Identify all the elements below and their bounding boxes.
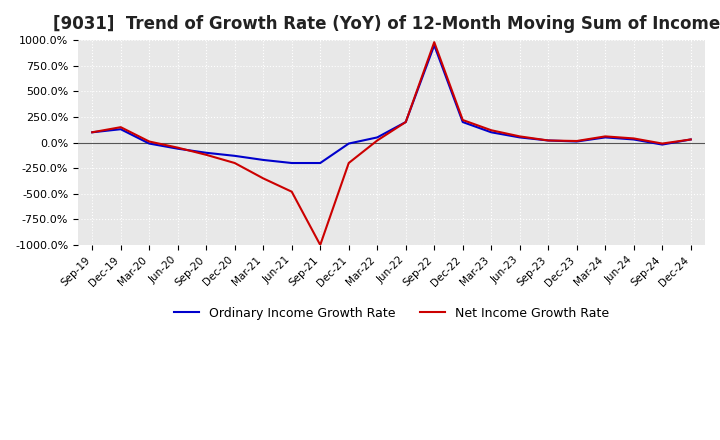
Net Income Growth Rate xyxy=(316,242,325,248)
Ordinary Income Growth Rate xyxy=(259,158,268,163)
Ordinary Income Growth Rate xyxy=(402,119,410,125)
Ordinary Income Growth Rate xyxy=(430,43,438,48)
Ordinary Income Growth Rate xyxy=(658,142,667,147)
Net Income Growth Rate xyxy=(344,160,353,165)
Net Income Growth Rate xyxy=(402,119,410,125)
Net Income Growth Rate xyxy=(658,141,667,146)
Ordinary Income Growth Rate xyxy=(544,138,552,143)
Ordinary Income Growth Rate xyxy=(487,130,495,135)
Line: Net Income Growth Rate: Net Income Growth Rate xyxy=(92,42,690,245)
Ordinary Income Growth Rate xyxy=(202,150,210,155)
Net Income Growth Rate xyxy=(601,134,610,139)
Line: Ordinary Income Growth Rate: Ordinary Income Growth Rate xyxy=(92,45,690,163)
Ordinary Income Growth Rate xyxy=(174,146,182,151)
Ordinary Income Growth Rate xyxy=(287,160,296,165)
Net Income Growth Rate xyxy=(430,40,438,45)
Net Income Growth Rate xyxy=(117,125,125,130)
Ordinary Income Growth Rate xyxy=(601,135,610,140)
Ordinary Income Growth Rate xyxy=(230,153,239,158)
Ordinary Income Growth Rate xyxy=(373,135,382,140)
Net Income Growth Rate xyxy=(174,145,182,150)
Legend: Ordinary Income Growth Rate, Net Income Growth Rate: Ordinary Income Growth Rate, Net Income … xyxy=(168,302,614,325)
Net Income Growth Rate xyxy=(572,138,581,143)
Ordinary Income Growth Rate xyxy=(572,139,581,144)
Ordinary Income Growth Rate xyxy=(459,119,467,125)
Ordinary Income Growth Rate xyxy=(344,141,353,146)
Ordinary Income Growth Rate xyxy=(686,137,695,142)
Net Income Growth Rate xyxy=(459,117,467,123)
Net Income Growth Rate xyxy=(544,138,552,143)
Ordinary Income Growth Rate xyxy=(516,135,524,140)
Net Income Growth Rate xyxy=(487,128,495,133)
Net Income Growth Rate xyxy=(373,138,382,143)
Net Income Growth Rate xyxy=(202,152,210,158)
Title: [9031]  Trend of Growth Rate (YoY) of 12-Month Moving Sum of Incomes: [9031] Trend of Growth Rate (YoY) of 12-… xyxy=(53,15,720,33)
Net Income Growth Rate xyxy=(516,134,524,139)
Net Income Growth Rate xyxy=(287,189,296,194)
Ordinary Income Growth Rate xyxy=(316,160,325,165)
Net Income Growth Rate xyxy=(686,137,695,142)
Net Income Growth Rate xyxy=(230,160,239,165)
Net Income Growth Rate xyxy=(88,130,96,135)
Net Income Growth Rate xyxy=(259,176,268,181)
Net Income Growth Rate xyxy=(145,139,153,144)
Net Income Growth Rate xyxy=(629,136,638,141)
Ordinary Income Growth Rate xyxy=(145,141,153,146)
Ordinary Income Growth Rate xyxy=(88,130,96,135)
Ordinary Income Growth Rate xyxy=(117,127,125,132)
Ordinary Income Growth Rate xyxy=(629,137,638,142)
